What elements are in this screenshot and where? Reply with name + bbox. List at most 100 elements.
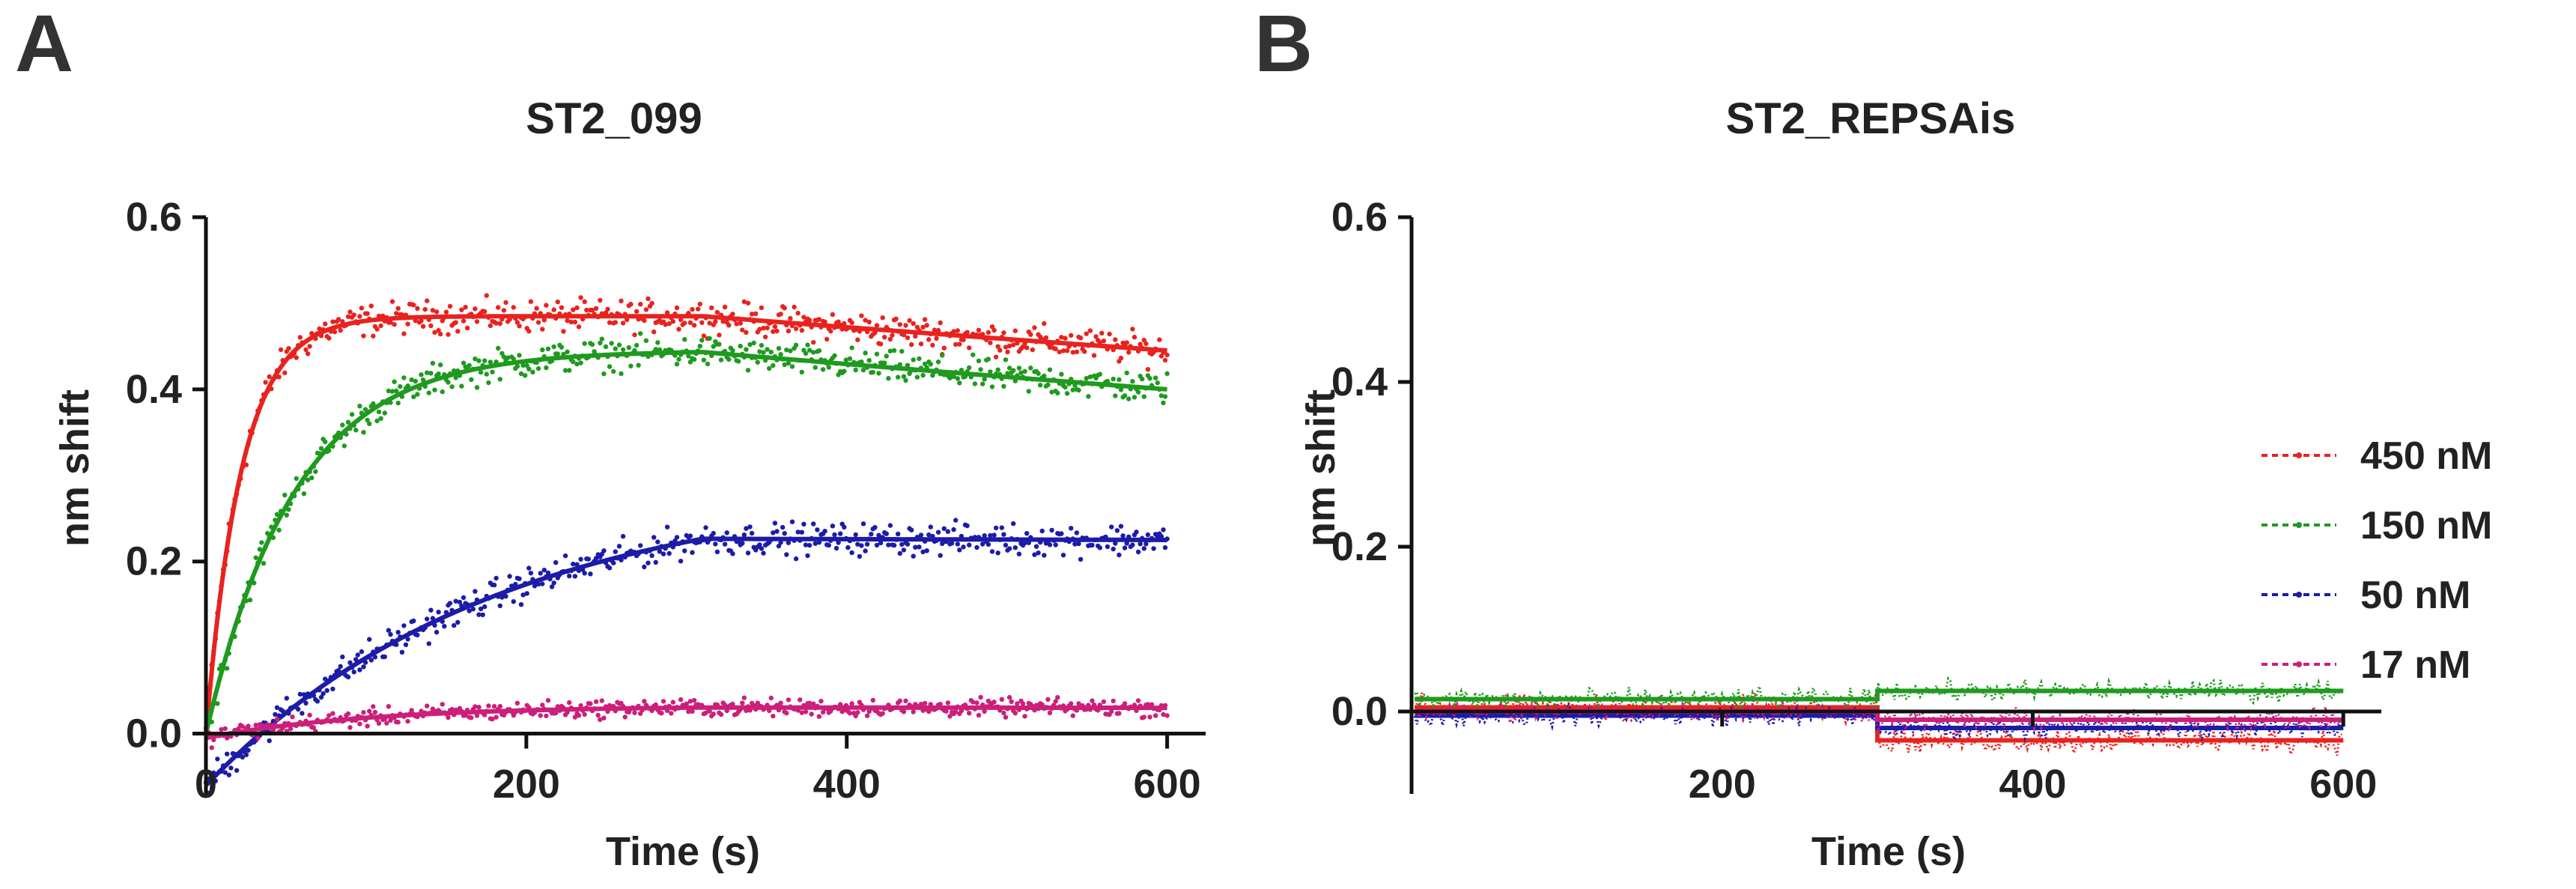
- panel-a-point-150nm: [565, 349, 570, 354]
- panel-a-point-17nm: [849, 701, 854, 706]
- panel-a-point-50nm: [517, 576, 522, 581]
- panel-a-point-150nm: [313, 469, 318, 474]
- panel-a-point-450nm: [882, 335, 887, 340]
- panel-a-point-17nm: [219, 726, 224, 732]
- panel-a-point-450nm: [664, 310, 670, 315]
- legend-marker-50nm: [2296, 592, 2302, 598]
- panel-a-fit-line-17nm: [205, 705, 1167, 741]
- panel-a-point-50nm: [1111, 546, 1116, 552]
- panel-a-point-450nm: [401, 331, 407, 336]
- panel-a-x-tick-label: 600: [1134, 762, 1201, 807]
- panel-a-point-17nm: [440, 702, 445, 707]
- panel-a-point-450nm: [359, 306, 365, 311]
- panel-a-point-50nm: [985, 541, 991, 547]
- panel-a-point-17nm: [1090, 698, 1095, 703]
- panel-a-point-17nm: [491, 703, 497, 709]
- panel-a-point-50nm: [1090, 542, 1095, 548]
- panel-a-point-150nm: [1003, 357, 1009, 362]
- panel-a-point-150nm: [972, 381, 978, 386]
- panel-a-point-150nm: [345, 419, 351, 425]
- panel-a-point-450nm: [961, 337, 966, 342]
- panel-a-point-150nm: [1022, 368, 1027, 374]
- panel-a-point-150nm: [535, 365, 541, 371]
- panel-a-point-17nm: [476, 705, 482, 710]
- panel-a-point-450nm: [1164, 352, 1170, 358]
- panel-a-point-17nm: [388, 717, 393, 723]
- panel-a-point-17nm: [409, 708, 414, 713]
- panel-a-point-50nm: [778, 540, 783, 545]
- panel-a-point-50nm: [811, 521, 816, 527]
- panel-a-point-450nm: [932, 327, 938, 333]
- panel-a-point-50nm: [920, 549, 926, 554]
- panel-a-point-50nm: [953, 518, 959, 523]
- panel-a-point-17nm: [818, 699, 824, 704]
- panel-a-point-450nm: [464, 325, 470, 331]
- panel-a-point-450nm: [438, 331, 443, 337]
- panel-a-point-17nm: [222, 726, 228, 731]
- panel-a-point-450nm: [863, 318, 868, 323]
- panel-a-point-17nm: [985, 698, 991, 704]
- panel-a-point-50nm: [582, 571, 587, 576]
- panel-a-point-450nm: [707, 321, 712, 326]
- panel-a-point-50nm: [759, 546, 765, 551]
- panel-a-point-450nm: [351, 312, 356, 318]
- panel-a-point-150nm: [914, 374, 920, 380]
- panel-a-point-17nm: [901, 709, 907, 714]
- panel-a-point-450nm: [941, 345, 947, 351]
- panel-a-point-17nm: [953, 709, 959, 714]
- panel-a-point-450nm: [528, 299, 534, 304]
- panel-a-point-450nm: [849, 320, 854, 325]
- panel-a-point-450nm: [913, 333, 918, 339]
- panel-a-point-50nm: [999, 525, 1005, 530]
- panel-a-point-450nm: [571, 307, 576, 312]
- panel-a-point-450nm: [676, 327, 681, 332]
- panel-a-point-450nm: [461, 318, 467, 324]
- panel-a-point-150nm: [955, 376, 961, 381]
- panel-a-point-50nm: [822, 529, 827, 534]
- panel-a-point-450nm: [436, 328, 441, 333]
- panel-a-point-17nm: [1161, 711, 1166, 717]
- panel-a-point-150nm: [917, 356, 922, 362]
- panel-a-point-150nm: [1006, 365, 1012, 371]
- panel-a-point-50nm: [896, 531, 901, 537]
- panel-a-point-150nm: [274, 512, 280, 517]
- panel-a-point-50nm: [955, 541, 961, 547]
- panel-a-point-150nm: [476, 358, 482, 363]
- panel-a-point-50nm: [470, 607, 476, 612]
- panel-a-point-17nm: [659, 711, 664, 716]
- panel-a-point-17nm: [486, 703, 491, 709]
- panel-a-point-450nm: [1028, 332, 1033, 337]
- panel-a-point-50nm: [225, 751, 230, 756]
- panel-a-point-450nm: [282, 370, 288, 375]
- panel-a-point-17nm: [246, 723, 251, 729]
- panel-a-point-50nm: [478, 606, 484, 612]
- panel-a-point-50nm: [664, 524, 670, 530]
- panel-a-point-450nm: [642, 318, 647, 324]
- panel-a-point-150nm: [247, 597, 253, 603]
- panel-a-point-450nm: [388, 320, 393, 325]
- panel-a-point-50nm: [616, 544, 622, 549]
- panel-a-point-17nm: [786, 697, 792, 703]
- panel-a-point-450nm: [1141, 338, 1147, 343]
- panel-a-point-450nm: [911, 321, 916, 327]
- legend-item-150nm: 150 nM: [2261, 504, 2492, 547]
- panel-a-point-150nm: [738, 343, 743, 349]
- panel-a-point-450nm: [967, 345, 972, 351]
- panel-a-point-150nm: [294, 476, 299, 482]
- panel-a-point-150nm: [759, 342, 765, 348]
- panel-a-point-450nm: [473, 306, 478, 312]
- panel-a-point-450nm: [717, 333, 722, 338]
- panel-a-point-150nm: [653, 347, 658, 352]
- panel-a-point-150nm: [978, 367, 983, 372]
- panel-a-point-450nm: [578, 295, 583, 300]
- panel-a-point-450nm: [909, 342, 914, 348]
- panel-a-point-150nm: [401, 375, 407, 380]
- panel-b-x-tick-label: 600: [2309, 762, 2377, 807]
- panel-a-point-150nm: [582, 341, 587, 346]
- panel-a-point-17nm: [944, 709, 949, 714]
- panel-a-point-50nm: [771, 530, 776, 535]
- panel-a-point-450nm: [699, 320, 705, 325]
- panel-a: A ST2_099 nm shift Time (s) 0.0 0.2 0.4 0.6…: [15, 0, 1206, 874]
- panel-a-point-50nm: [993, 525, 999, 531]
- panel-a-point-50nm: [1124, 541, 1129, 546]
